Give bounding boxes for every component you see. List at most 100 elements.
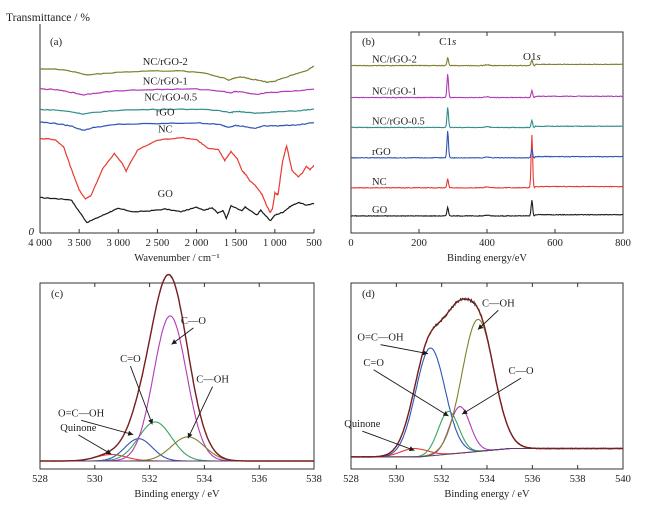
curve-label: NC/rGO-2 (143, 57, 188, 68)
peak-label: C1s (439, 36, 456, 48)
curve-label: NC/rGO-0.5 (144, 92, 197, 103)
annotation-label: O=C—OH (58, 408, 105, 419)
component-peak-O=C—OH (351, 347, 623, 458)
annotation-arrowhead (171, 339, 178, 345)
panel-d-label: (d) (362, 288, 375, 300)
x-tick-label: 540 (615, 474, 631, 485)
annotation-arrow (373, 369, 449, 417)
x-tick-label: 538 (306, 474, 322, 485)
panel-b-x-axis-label: Binding energy/eV (447, 253, 527, 264)
curve-label: NC (158, 125, 173, 136)
series-line-NC/rGO-1 (350, 74, 623, 99)
annotation-arrowhead (462, 409, 468, 415)
experimental-spectrum (350, 297, 624, 458)
panel-d-frame (350, 282, 624, 470)
panel-c-label: (c) (51, 288, 64, 300)
panel-c-x-axis-label: Binding energy / eV (134, 489, 220, 500)
annotation-arrowhead (408, 446, 415, 452)
series-label: NC/rGO-1 (372, 87, 417, 98)
x-tick-label: 536 (524, 474, 540, 485)
annotation-label: Quinone (60, 423, 97, 434)
x-tick-label: 536 (251, 474, 267, 485)
annotation-label: C—OH (196, 375, 229, 386)
annotation-label: C—OH (482, 298, 515, 309)
x-tick-label: 530 (87, 474, 103, 485)
series-line-NC (350, 134, 624, 189)
x-tick-label: 3 000 (106, 238, 130, 249)
annotation-label: O=C—OH (357, 333, 404, 344)
series-line-GO (39, 196, 315, 224)
x-tick-label: 0 (348, 238, 353, 249)
series-line-NC/rGO-1 (39, 88, 315, 96)
component-peak-C—O (40, 315, 314, 462)
x-tick-label: 534 (479, 474, 496, 485)
annotation-label: Quinone (344, 419, 381, 430)
component-peak-C=O (351, 410, 623, 458)
series-line-rGO (350, 131, 624, 159)
annotation-arrow (78, 434, 112, 455)
component-peak-C—OH (40, 436, 314, 462)
series-line-NC/rGO-0.5 (40, 108, 315, 115)
x-tick-label: 538 (570, 474, 586, 485)
panel-b-label: (b) (362, 36, 375, 48)
series-line-GO (351, 200, 623, 217)
panel-d-xps-o1s-fit: 528 530 532 534 536 538 540 Binding energy / eV… (343, 282, 631, 500)
annotation-arrowhead (442, 411, 449, 416)
series-line-rGO (39, 121, 315, 131)
annotation-arrowhead (477, 324, 484, 330)
x-tick-label: 1 000 (263, 238, 287, 249)
x-tick-label: 534 (197, 474, 214, 485)
series-line-NC/rGO-0.5 (351, 107, 624, 129)
annotation-arrowhead (187, 432, 193, 439)
series-label: rGO (372, 147, 391, 158)
panel-c-xps-o1s-fit: 528 530 532 534 536 538 Binding energy / eV (c)… (32, 273, 322, 500)
x-tick-label: 2 000 (185, 238, 209, 249)
fit-envelope (351, 298, 623, 458)
annotation-arrow (380, 344, 429, 355)
x-tick-label: 530 (388, 474, 404, 485)
x-tick-label: 1 500 (224, 238, 248, 249)
annotation-arrow (187, 386, 214, 439)
x-tick-label: 500 (306, 238, 322, 249)
fit-envelope (40, 273, 314, 462)
panel-a-ftir-spectra: 4 000 3 500 3 000 2 500 2 000 1 500 1 000 500 Tr… (6, 12, 322, 264)
annotation-arrowhead (105, 449, 112, 455)
panel-a-x-axis-label: Wavenumber / cm⁻¹ (134, 253, 219, 264)
curve-label: GO (158, 189, 174, 200)
annotation-arrow (362, 430, 415, 451)
annotation-label: C=O (120, 354, 141, 365)
x-tick-label: 2 500 (146, 238, 170, 249)
annotation-arrow (129, 365, 153, 425)
x-tick-label: 532 (142, 474, 158, 485)
x-tick-label: 4 000 (28, 238, 52, 249)
series-line-NC/rGO-2 (39, 65, 315, 84)
series-line-NC/rGO-2 (350, 57, 624, 67)
annotation-arrow (80, 419, 134, 436)
x-tick-label: 800 (615, 238, 631, 249)
x-tick-label: 528 (32, 474, 48, 485)
series-label: GO (372, 205, 388, 216)
panel-a-label: (a) (50, 36, 63, 48)
x-tick-label: 400 (479, 238, 495, 249)
annotation-arrow (461, 377, 522, 415)
series-label: NC (372, 177, 387, 188)
annotation-arrowhead (127, 430, 134, 436)
panel-d-x-axis-label: Binding energy / eV (444, 489, 530, 500)
peak-label: O1s (523, 51, 541, 63)
curve-label: NC/rGO-1 (143, 77, 188, 88)
x-tick-label: 528 (343, 474, 359, 485)
annotation-label: C=O (363, 358, 384, 369)
annotation-label: C—O (508, 366, 534, 377)
component-peak-C—O (351, 406, 623, 458)
panel-a-y-axis-label: Transmittance / % (6, 12, 90, 24)
panel-c-frame (39, 282, 315, 470)
panel-a-y-origin-label: 0 (29, 226, 35, 238)
annotation-label: C—O (181, 316, 207, 327)
curve-label: rGO (156, 107, 175, 118)
series-label: NC/rGO-2 (372, 55, 417, 66)
annotation-arrowhead (422, 350, 429, 356)
panel-b-xps-survey: 0 200 400 600 800 Binding energy/eV (b) C1s O1s G… (348, 31, 631, 264)
x-tick-label: 532 (434, 474, 450, 485)
annotation-arrowhead (148, 418, 154, 425)
x-tick-label: 200 (411, 238, 427, 249)
